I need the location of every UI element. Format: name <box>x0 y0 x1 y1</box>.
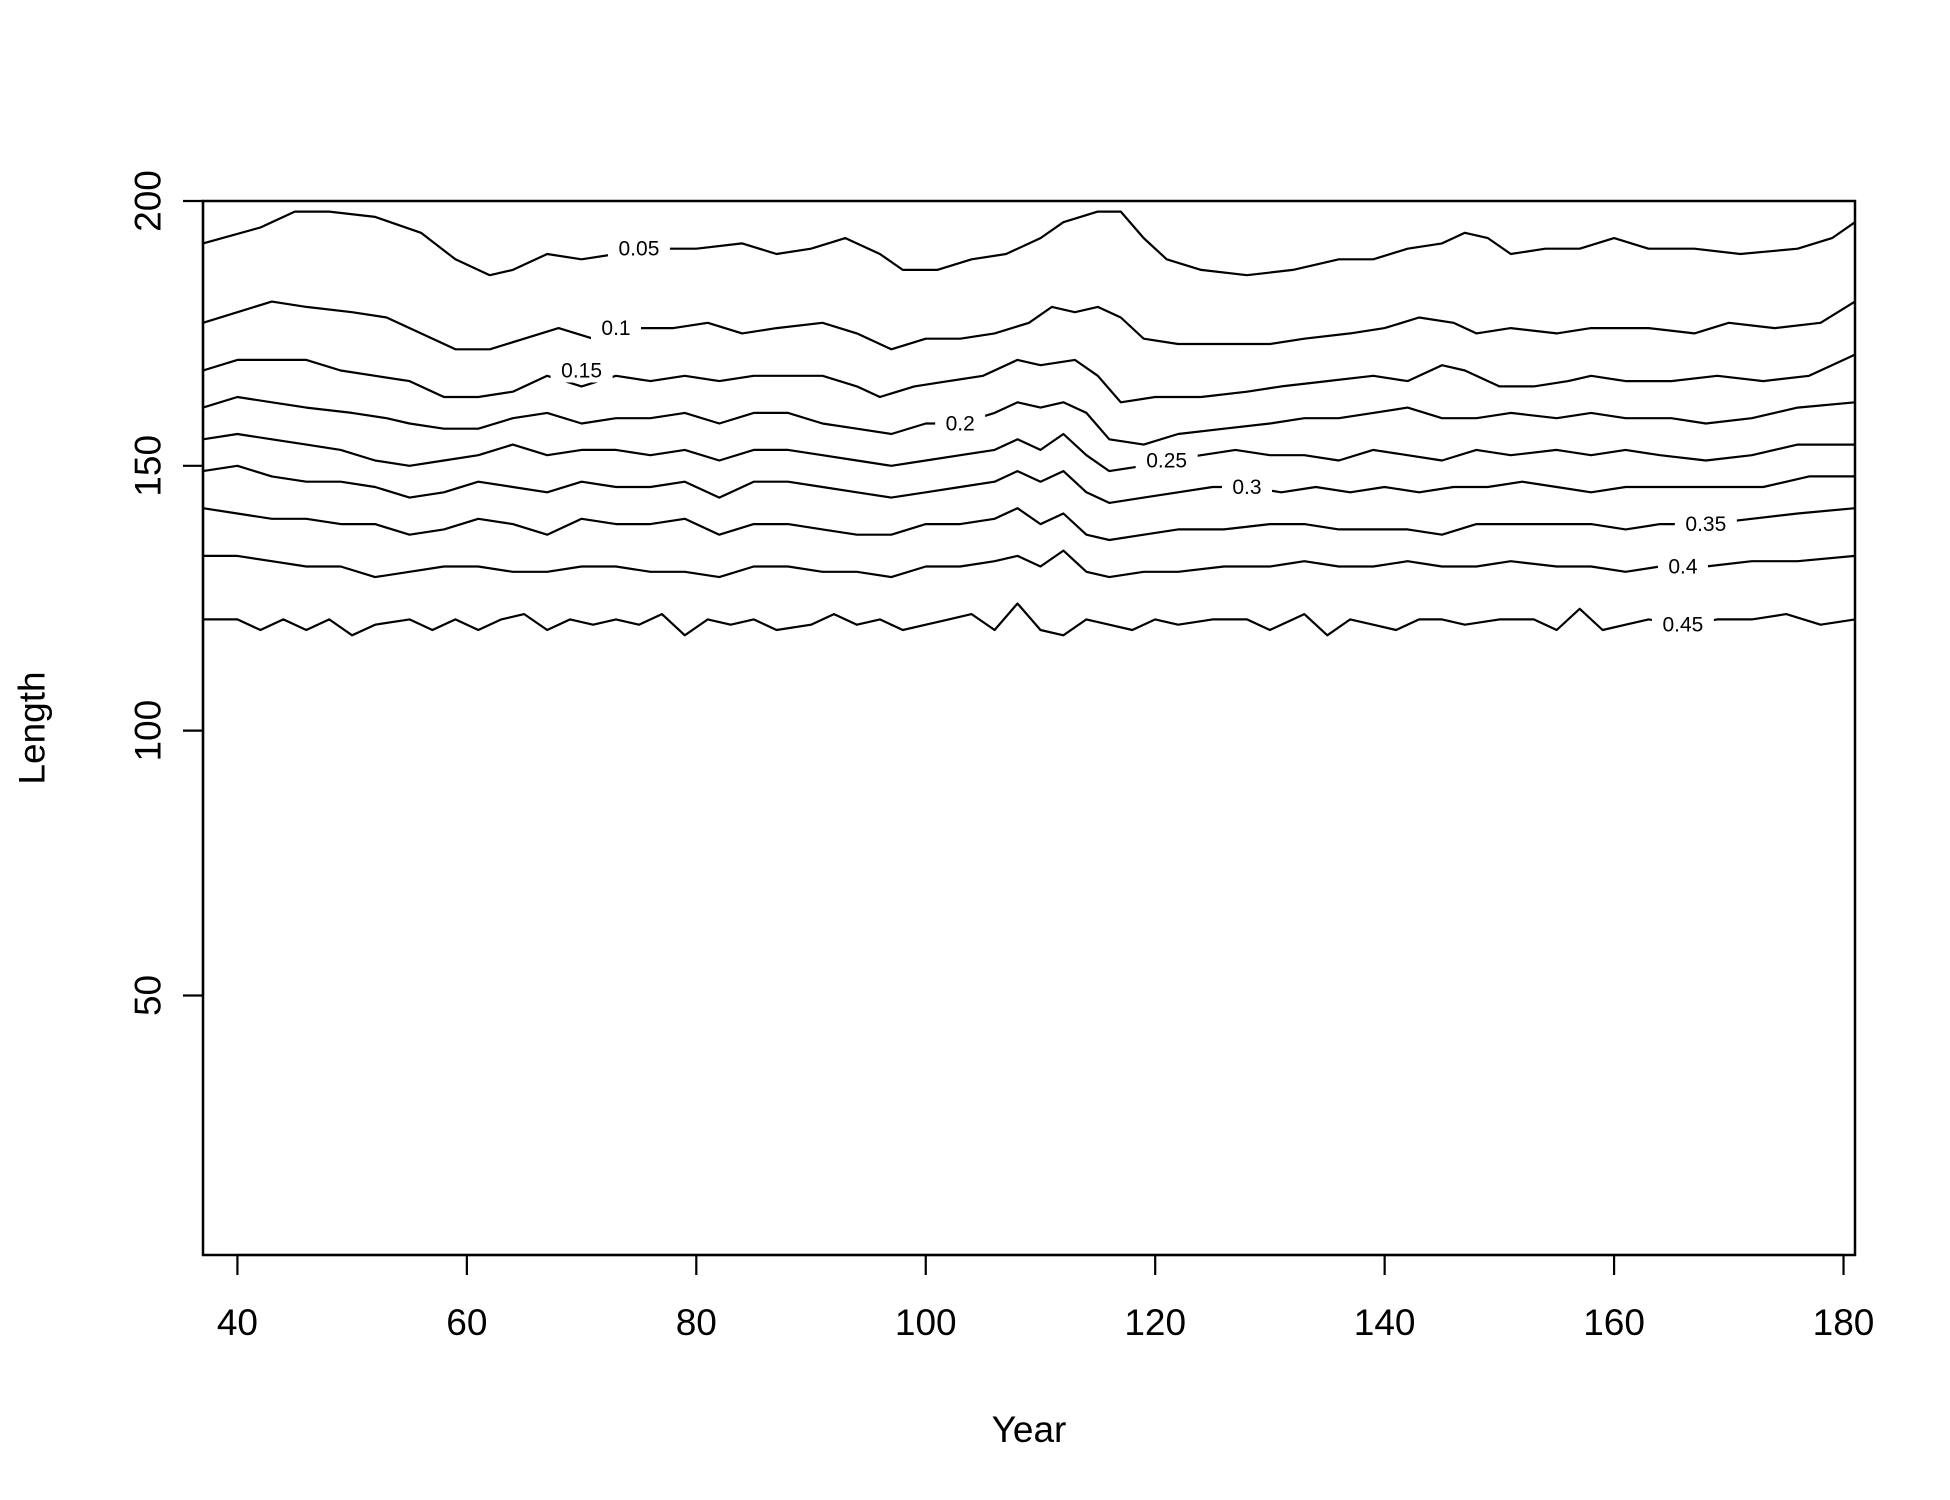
contour-label-bg-4 <box>1135 446 1198 473</box>
contour-label-0: 0.05 <box>619 238 660 261</box>
x-tick-label-4: 120 <box>1124 1302 1186 1343</box>
y-tick-label-2: 150 <box>128 435 169 497</box>
x-tick-label-5: 140 <box>1354 1302 1416 1343</box>
contour-label-2: 0.15 <box>561 359 602 382</box>
y-axis-title: Length <box>12 671 53 784</box>
contour-label-bg-0 <box>607 234 670 261</box>
y-axis: 50 100 150 200 <box>128 170 205 1016</box>
y-tick-label-3: 200 <box>128 170 169 232</box>
contour-line-0 <box>202 210 1856 277</box>
contour-line-2 <box>202 353 1856 404</box>
x-tick-label-2: 80 <box>676 1302 717 1343</box>
contour-lines <box>202 210 1856 637</box>
contour-label-1: 0.1 <box>601 317 630 340</box>
contour-line-6 <box>202 507 1856 542</box>
y-tick-label-0: 50 <box>128 975 169 1016</box>
x-tick-label-0: 40 <box>217 1302 258 1343</box>
contour-label-bg-8 <box>1651 610 1714 637</box>
contour-label-bg-5 <box>1221 473 1272 500</box>
contour-label-bg-3 <box>935 409 986 436</box>
contour-line-7 <box>203 549 1856 579</box>
contour-label-7: 0.4 <box>1668 555 1698 578</box>
x-axis-title: Year <box>992 1409 1067 1450</box>
x-tick-label-6: 160 <box>1583 1302 1645 1343</box>
y-tick-label-1: 100 <box>128 700 169 762</box>
x-tick-label-1: 60 <box>446 1302 487 1343</box>
contour-label-bg-6 <box>1674 510 1737 537</box>
contour-label-4: 0.25 <box>1146 450 1187 473</box>
contour-line-1 <box>202 300 1856 351</box>
contour-line-8 <box>203 602 1856 637</box>
contour-label-6: 0.35 <box>1685 513 1726 536</box>
contour-label-8: 0.45 <box>1662 614 1703 637</box>
contour-line-3 <box>202 395 1856 446</box>
contour-label-bg-7 <box>1657 552 1708 579</box>
contour-line-4 <box>202 432 1855 473</box>
contour-label-3: 0.2 <box>946 412 975 435</box>
contour-label-5: 0.3 <box>1232 476 1261 499</box>
x-tick-label-7: 180 <box>1813 1302 1875 1343</box>
contour-labels: 0.05 0.1 0.15 0.2 0.25 0.3 0.35 0.4 0.45 <box>550 234 1737 637</box>
contour-label-bg-1 <box>591 314 641 341</box>
x-tick-label-3: 100 <box>895 1302 957 1343</box>
x-axis: 40 60 80 100 120 140 160 180 <box>217 1253 1875 1343</box>
contour-line-5 <box>202 464 1855 504</box>
contour-label-bg-2 <box>550 356 613 383</box>
